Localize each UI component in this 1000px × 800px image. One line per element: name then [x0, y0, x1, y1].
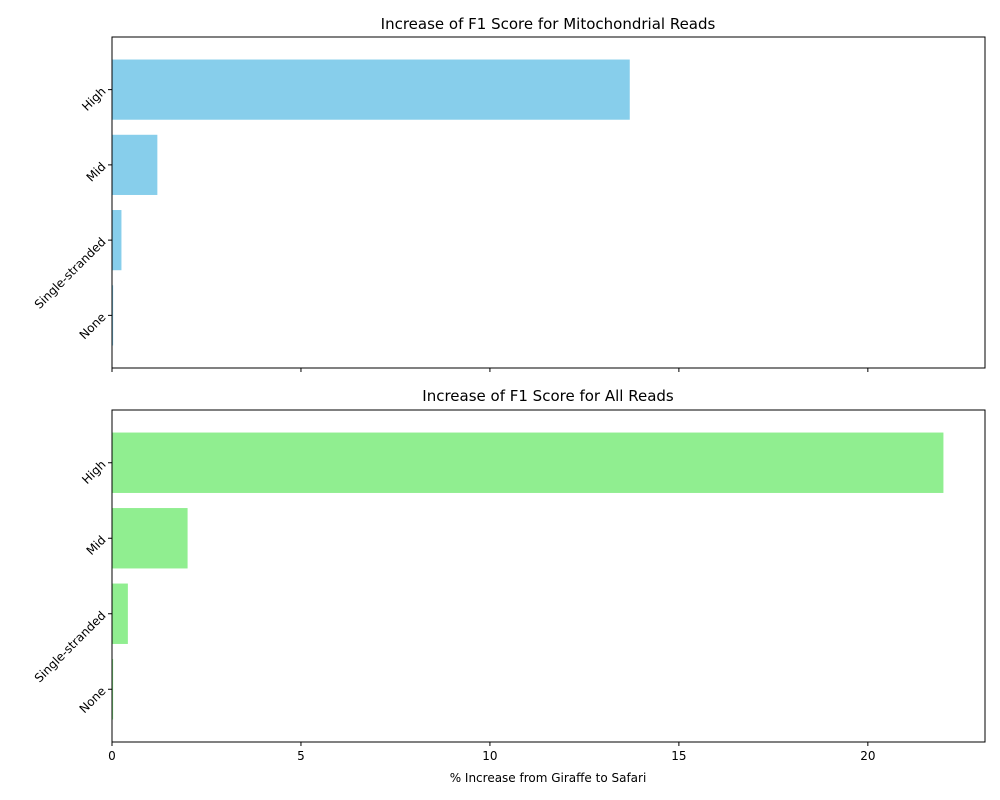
bars-group: [112, 59, 630, 346]
plot-frame: [111, 36, 986, 369]
bar-none: [112, 285, 114, 346]
chart-title: Increase of F1 Score for Mitochondrial R…: [381, 15, 716, 33]
x-tick-label: 0: [108, 749, 116, 763]
bar-high: [112, 432, 944, 493]
chart-title: Increase of F1 Score for All Reads: [422, 387, 674, 405]
bar-mid: [112, 508, 188, 569]
bar-none: [112, 659, 114, 720]
bar-high: [112, 59, 630, 120]
x-tick-label: 10: [482, 749, 497, 763]
x-tick-label: 5: [297, 749, 305, 763]
bar-mid: [112, 134, 158, 195]
x-tick-label: 15: [671, 749, 686, 763]
x-tick-label: 20: [860, 749, 875, 763]
x-axis-label: % Increase from Giraffe to Safari: [450, 771, 647, 785]
bars-group: [112, 432, 944, 720]
x-axis-ticks: [111, 368, 869, 372]
bar-single-stranded: [112, 583, 128, 644]
all-reads-panel: Increase of F1 Score for All Reads HighM…: [32, 387, 986, 785]
plot-frame: [111, 409, 986, 743]
bar-single-stranded: [112, 210, 122, 271]
x-axis-ticks: 0 5 10 15 20: [108, 742, 875, 763]
